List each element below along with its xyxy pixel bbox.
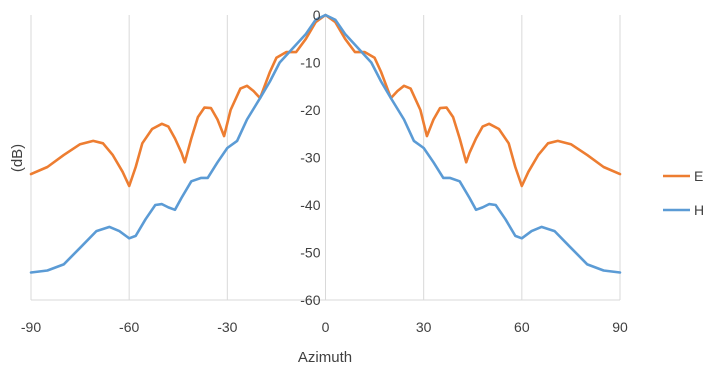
x-tick-label: 60 (514, 319, 530, 335)
x-tick-label: -90 (21, 319, 41, 335)
y-tick-label: -30 (300, 150, 320, 166)
legend: EH (663, 168, 704, 218)
legend-label-E: E (694, 168, 703, 184)
y-tick-label: -10 (300, 55, 320, 71)
series-line-H (29, 13, 622, 274)
y-axis-title: (dB) (9, 144, 26, 172)
x-tick-label: 90 (612, 319, 628, 335)
y-axis-ticks: 0 -10 -20 -30 -40 -50 -60 (300, 7, 320, 308)
y-tick-label: -40 (300, 197, 320, 213)
x-axis-title: Azimuth (298, 349, 352, 366)
y-tick-label: -20 (300, 102, 320, 118)
y-tick-label: -50 (300, 245, 320, 261)
y-tick-label: -60 (300, 292, 320, 308)
x-axis-ticks: -90 -60 -30 0 30 60 90 (21, 319, 628, 335)
x-tick-label: 0 (322, 319, 330, 335)
series-layer (29, 13, 622, 274)
grid (30, 15, 621, 301)
x-tick-label: 30 (416, 319, 432, 335)
x-tick-label: -30 (217, 319, 237, 335)
x-tick-label: -60 (119, 319, 139, 335)
y-tick-label: 0 (313, 7, 321, 23)
legend-label-H: H (694, 202, 704, 218)
